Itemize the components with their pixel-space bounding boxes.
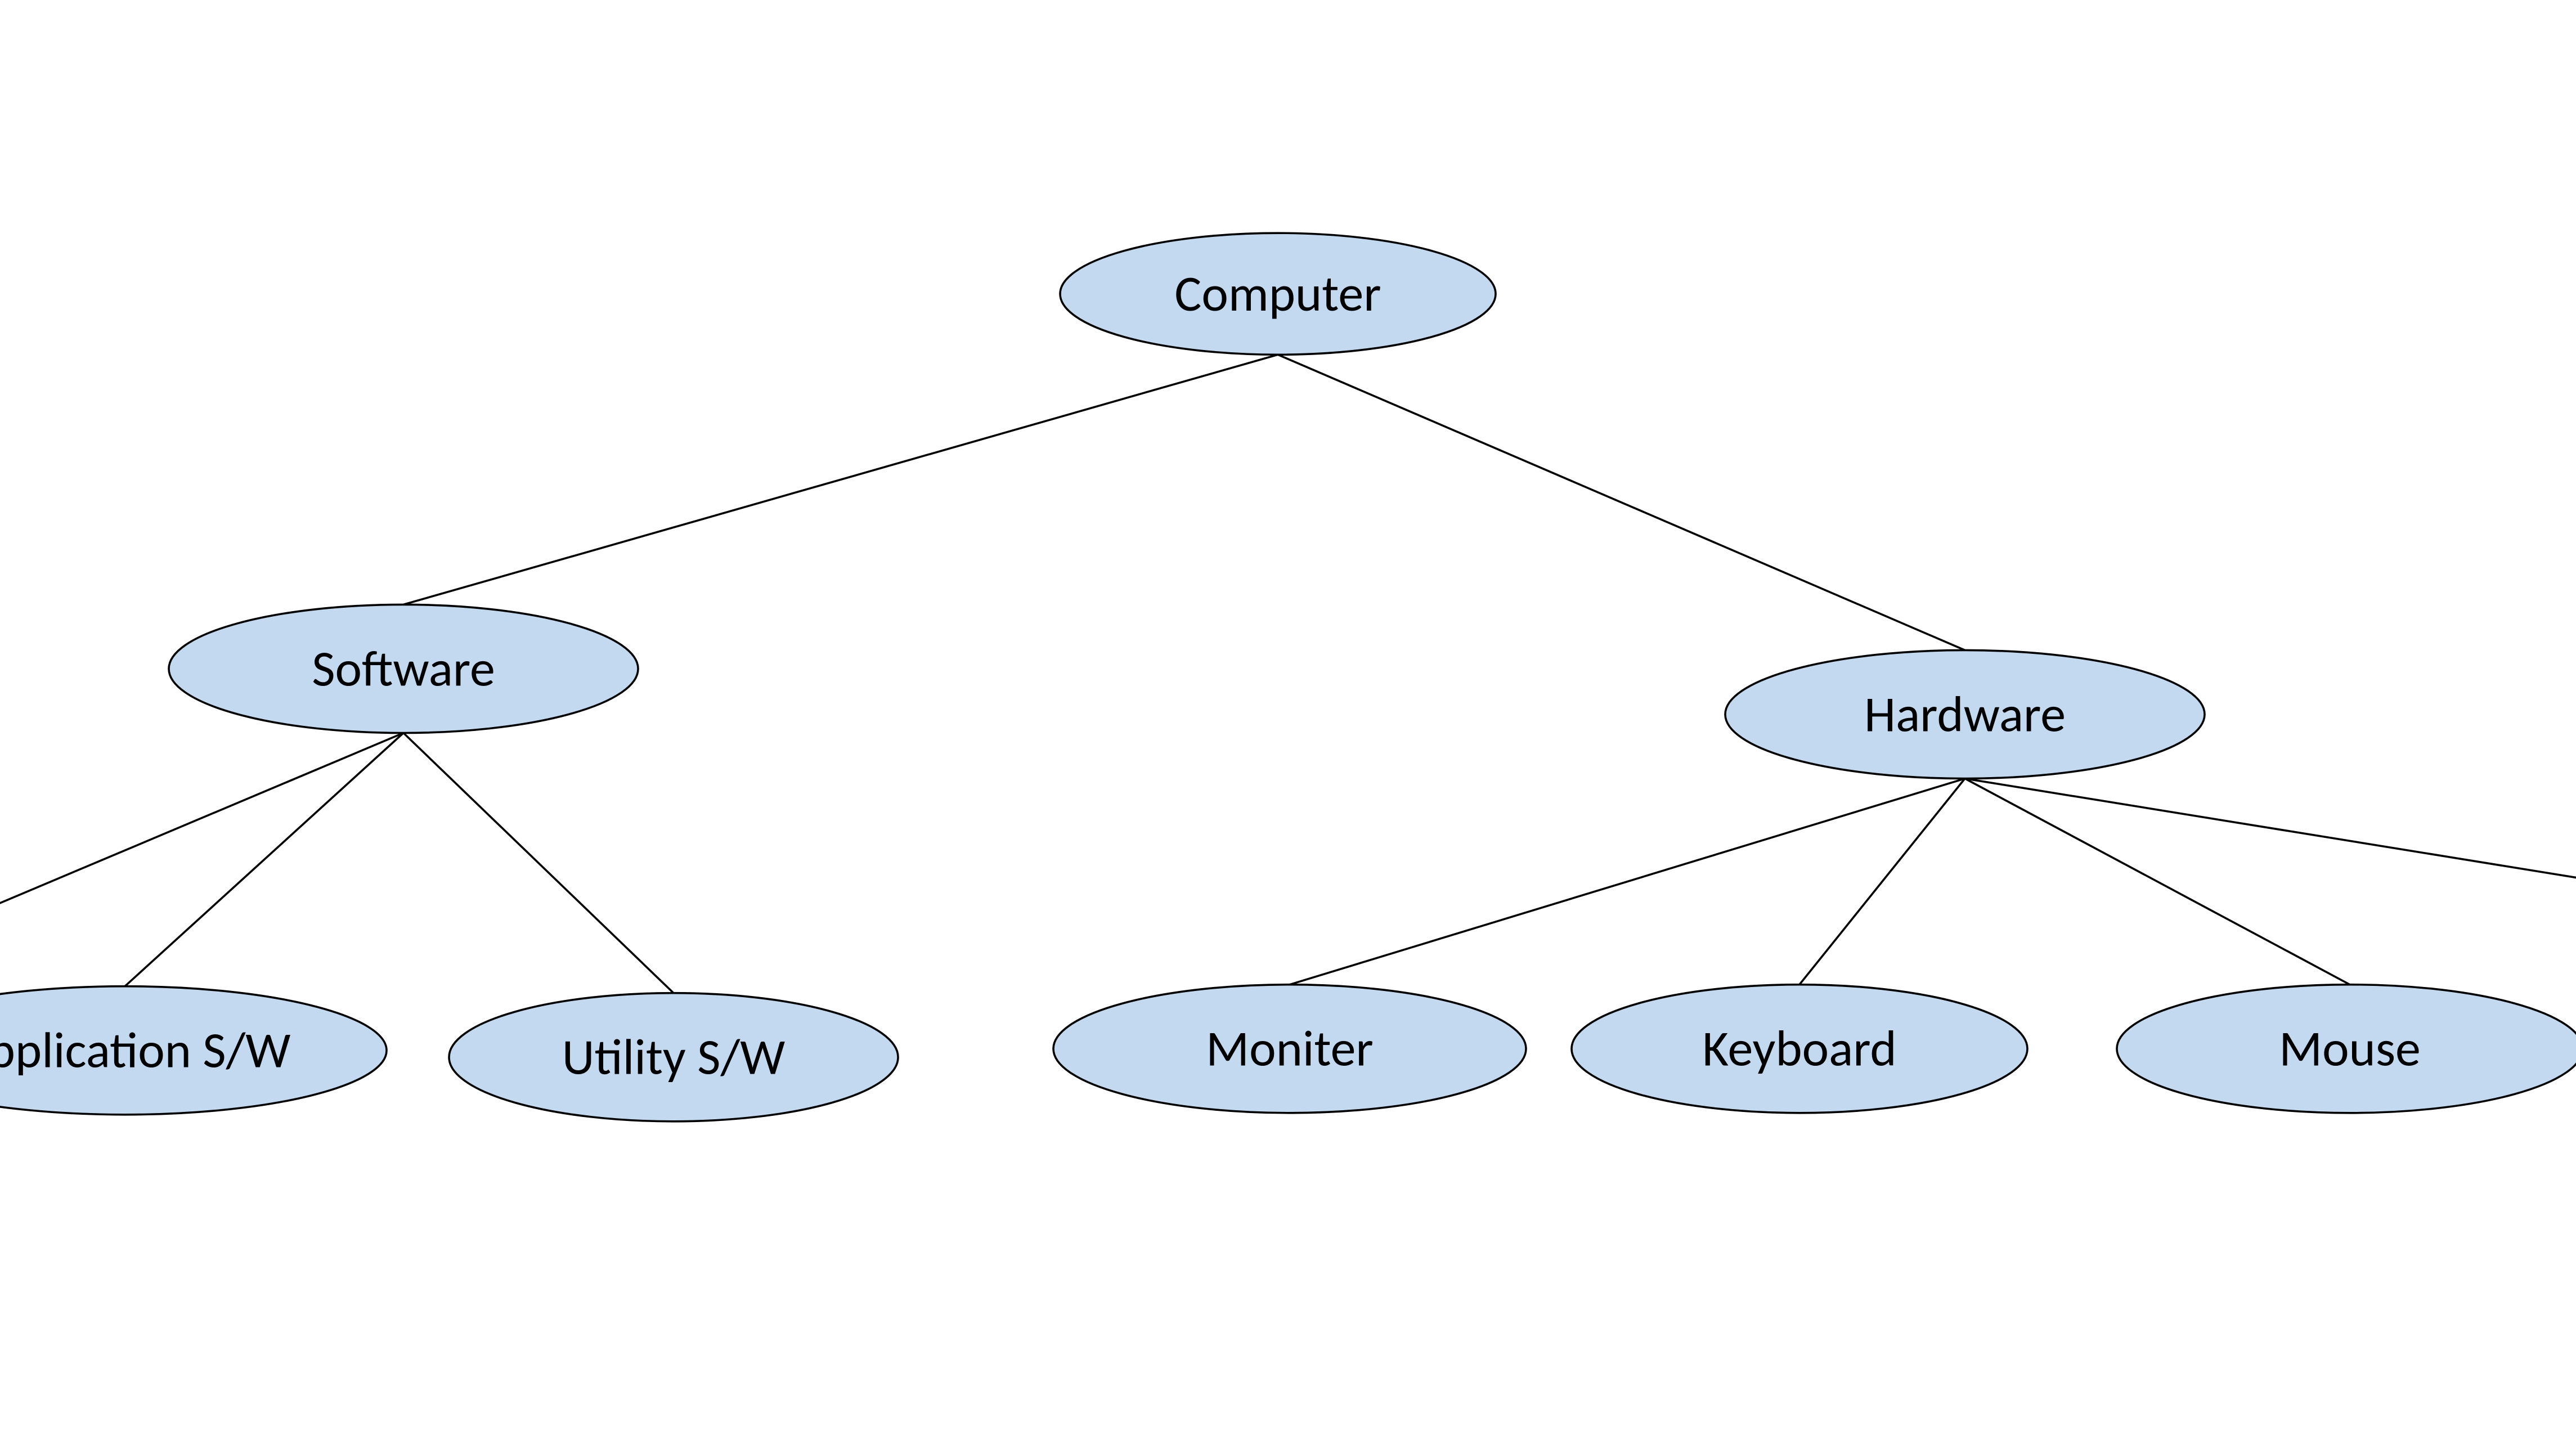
node-label: Moniter [1206, 1018, 1374, 1080]
edge [125, 733, 403, 986]
node-software: Software [169, 604, 638, 733]
edge [1290, 779, 1965, 985]
tree-diagram: Computer Software Hardware Application S/W U… [0, 0, 2576, 1449]
edge [1278, 355, 1965, 650]
node-label: Utility S/W [562, 1026, 786, 1088]
node-label: Application S/W [0, 1020, 290, 1082]
edge [403, 355, 1278, 604]
node-label: Hardware [1864, 683, 2066, 745]
node-computer: Computer [1060, 233, 1496, 355]
edges-layer: Computer Software Hardware Application S/W U… [0, 0, 2576, 1449]
node-mouse: Mouse [2117, 985, 2576, 1113]
edge [1799, 779, 1965, 985]
node-utilsw: Utility S/W [449, 993, 898, 1121]
node-moniter: Moniter [1053, 985, 1526, 1113]
node-label: Software [312, 638, 495, 699]
node-keyboard: Keyboard [1572, 985, 2027, 1113]
node-appsw: Application S/W [0, 986, 387, 1115]
node-label: Keyboard [1702, 1018, 1896, 1080]
node-label: Mouse [2279, 1018, 2421, 1080]
node-hardware: Hardware [1725, 650, 2205, 778]
edge [403, 733, 674, 993]
node-label: Computer [1174, 263, 1381, 325]
edge [1965, 779, 2576, 895]
edge [0, 733, 403, 946]
